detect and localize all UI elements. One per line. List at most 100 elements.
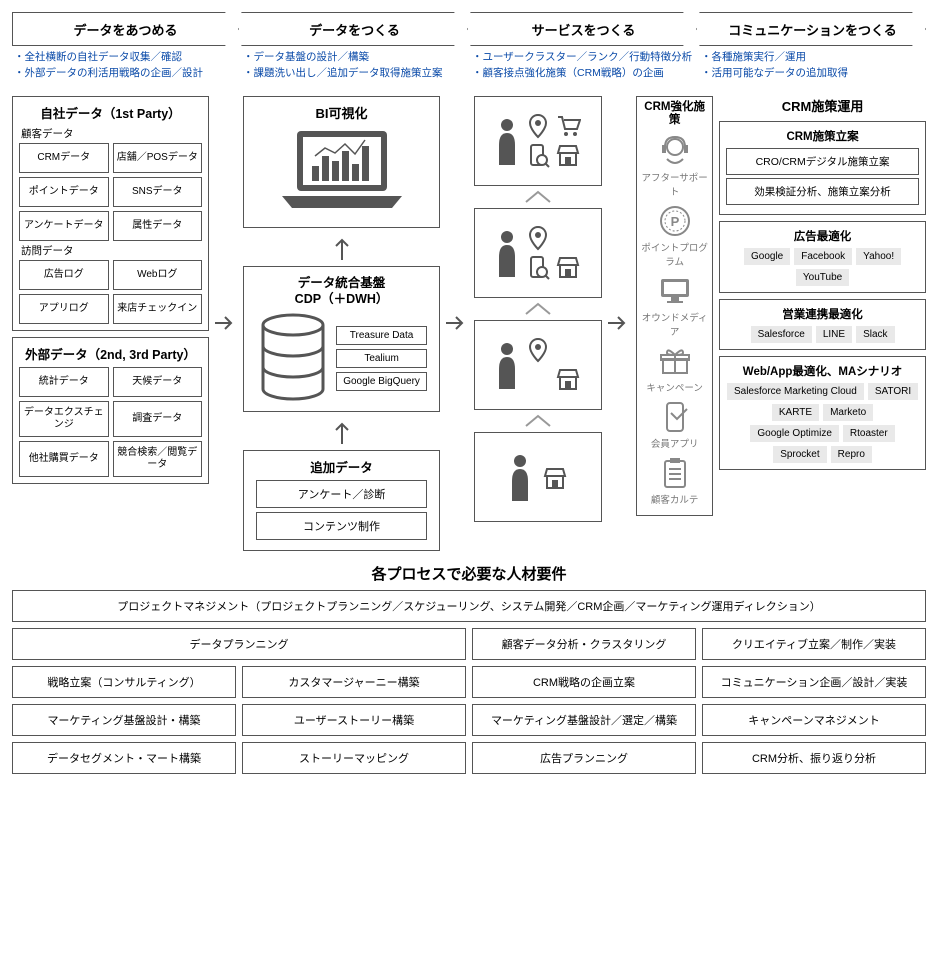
bottom-cell: カスタマージャーニー構築 — [242, 666, 466, 698]
person-icon — [495, 117, 519, 165]
bottom-cell: 広告プランニング — [472, 742, 696, 774]
cdp-panel: データ統合基盤CDP（＋DWH） Treasure Data Tealium G… — [243, 266, 440, 413]
own-data-group2-label: 訪問データ — [21, 243, 202, 258]
stage-4-bullets: 各種施策実行／運用活用可能なデータの追加取得 — [699, 46, 926, 90]
store-icon — [555, 367, 581, 393]
own-data-item: 店舗／POSデータ — [113, 143, 203, 173]
bottom-cell: キャンペーンマネジメント — [702, 704, 926, 736]
tool-pill: SATORI — [868, 383, 918, 400]
crm-item: 顧客カルテ — [641, 455, 708, 506]
crm-item: キャンペーン — [641, 343, 708, 394]
stage-2: データをつくる — [241, 12, 468, 46]
tool-pill: Marketo — [823, 404, 873, 421]
tool-pill: Google — [744, 248, 790, 265]
bottom-cell: 顧客データ分析・クラスタリング — [472, 628, 696, 660]
tool-pill: YouTube — [796, 269, 849, 286]
own-data-item: 属性データ — [113, 211, 203, 241]
add-data-title: 追加データ — [250, 457, 433, 476]
ext-data-item: データエクスチェンジ — [19, 401, 109, 437]
map-pin-icon — [525, 337, 551, 363]
ext-data-item: 競合検索／閲覧データ — [113, 441, 203, 477]
bottom-cell: ストーリーマッピング — [242, 742, 466, 774]
bi-panel: BI可視化 — [243, 96, 440, 228]
cdp-tool: Google BigQuery — [336, 372, 427, 391]
right-line: CRO/CRMデジタル施策立案 — [726, 148, 919, 175]
persona-column — [474, 96, 602, 522]
own-data-item: ポイントデータ — [19, 177, 109, 207]
crm-item: 会員アプリ — [641, 399, 708, 450]
map-pin-icon — [525, 113, 551, 139]
bottom-cell: ユーザーストーリー構築 — [242, 704, 466, 736]
arrow-up-icon — [243, 418, 440, 444]
tool-pill: Salesforce Marketing Cloud — [727, 383, 864, 400]
bi-title: BI可視化 — [250, 103, 433, 122]
phone-search-icon — [525, 143, 551, 169]
bottom-cell: CRM分析、振り返り分析 — [702, 742, 926, 774]
person-icon — [495, 229, 519, 277]
ext-data-panel: 外部データ（2nd, 3rd Party） 統計データ 天候データ データエクス… — [12, 337, 209, 484]
chevron-up-icon — [524, 414, 552, 428]
tool-pill: Yahoo! — [856, 248, 901, 265]
right-line: 効果検証分析、施策立案分析 — [726, 178, 919, 205]
persona-box — [474, 432, 602, 522]
tool-pill: Salesforce — [751, 326, 812, 343]
cdp-tool: Tealium — [336, 349, 427, 368]
bottom-section: 各プロセスで必要な人材要件 プロジェクトマネジメント（プロジェクトプランニング／… — [12, 563, 926, 774]
persona-box — [474, 320, 602, 410]
bottom-title: 各プロセスで必要な人材要件 — [12, 563, 926, 584]
right-box-4: Web/App最適化、MAシナリオ Salesforce Marketing C… — [719, 356, 926, 470]
tool-pill: LINE — [816, 326, 852, 343]
add-data-row: アンケート／診断 — [256, 480, 427, 508]
own-data-title: 自社データ（1st Party） — [19, 103, 202, 122]
own-data-item: 広告ログ — [19, 260, 109, 290]
arrow-right-icon — [446, 316, 468, 330]
bottom-cell: データセグメント・マート構築 — [12, 742, 236, 774]
phone-search-icon — [525, 255, 551, 281]
persona-box — [474, 96, 602, 186]
point-coin-icon: P — [657, 203, 693, 239]
tool-pill: Facebook — [794, 248, 852, 265]
right-box-2-title: 広告最適化 — [726, 228, 919, 244]
own-data-item: SNSデータ — [113, 177, 203, 207]
clipboard-icon — [657, 455, 693, 491]
phone-app-icon — [657, 399, 693, 435]
person-icon — [508, 453, 532, 501]
bottom-cell: クリエイティブ立案／制作／実装 — [702, 628, 926, 660]
stage-4: コミュニケーションをつくる — [699, 12, 926, 46]
own-data-item: アプリログ — [19, 294, 109, 324]
tool-pill: Slack — [856, 326, 894, 343]
bottom-cell: コミュニケーション企画／設計／実装 — [702, 666, 926, 698]
stages-row: データをあつめる 全社横断の自社データ収集／確認外部データの利活用戦略の企画／設… — [12, 12, 926, 90]
tool-pill: Repro — [831, 446, 872, 463]
main-diagram: 自社データ（1st Party） 顧客データ CRMデータ 店舗／POSデータ … — [12, 96, 926, 552]
bottom-cell: マーケティング基盤設計・構築 — [12, 704, 236, 736]
stage-1: データをあつめる — [12, 12, 239, 46]
right-box-4-title: Web/App最適化、MAシナリオ — [726, 363, 919, 379]
map-pin-icon — [525, 225, 551, 251]
ext-data-item: 統計データ — [19, 367, 109, 397]
cdp-title-2: CDP（＋DWH） — [295, 292, 389, 306]
chevron-up-icon — [524, 302, 552, 316]
monitor-icon — [657, 273, 693, 309]
stage-3: サービスをつくる — [470, 12, 697, 46]
ext-data-item: 調査データ — [113, 401, 203, 437]
own-data-item: アンケートデータ — [19, 211, 109, 241]
own-data-item: 来店チェックイン — [113, 294, 203, 324]
bottom-cell: CRM戦略の企画立案 — [472, 666, 696, 698]
store-icon — [555, 255, 581, 281]
crm-item: アフターサポート — [641, 133, 708, 198]
tool-pill: Google Optimize — [750, 425, 838, 442]
right-box-1-title: CRM施策立案 — [726, 128, 919, 144]
bottom-full-row: プロジェクトマネジメント（プロジェクトプランニング／スケジューリング、システム開… — [12, 590, 926, 622]
right-head: CRM施策運用 — [719, 96, 926, 115]
right-box-2: 広告最適化 Google Facebook Yahoo! YouTube — [719, 221, 926, 293]
database-icon — [256, 313, 330, 403]
cart-icon — [555, 113, 581, 139]
svg-text:P: P — [670, 214, 679, 229]
arrow-up-icon — [243, 234, 440, 260]
add-data-panel: 追加データ アンケート／診断 コンテンツ制作 — [243, 450, 440, 551]
stage-2-bullets: データ基盤の設計／構築課題洗い出し／追加データ取得施策立案 — [241, 46, 468, 90]
store-icon — [555, 143, 581, 169]
cdp-title-1: データ統合基盤 — [298, 276, 386, 290]
bottom-cell: マーケティング基盤設計／選定／構築 — [472, 704, 696, 736]
